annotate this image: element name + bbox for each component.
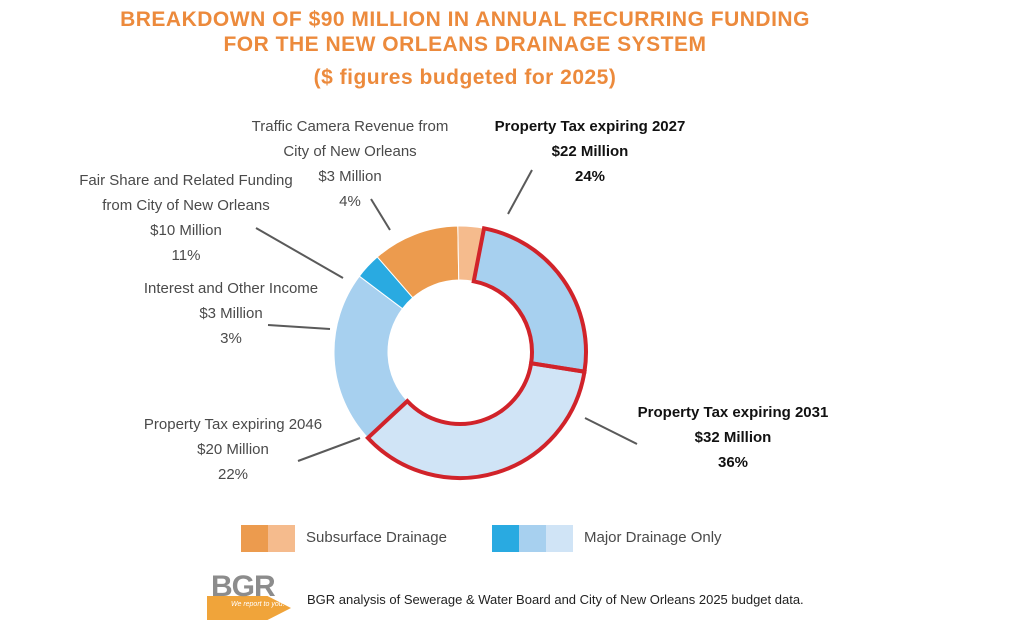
chart-title-line-1: BREAKDOWN OF $90 MILLION IN ANNUAL RECUR… xyxy=(120,8,810,31)
slice-label-property-tax-2046: Property Tax expiring 2046 $20 Million 2… xyxy=(123,412,343,487)
slice-percent: 22% xyxy=(217,466,249,483)
legend-swatch-major-3 xyxy=(546,525,573,552)
slice-amount: $22 Million xyxy=(551,143,629,160)
leader-line-property-tax-2027 xyxy=(507,169,533,215)
source-note: BGR analysis of Sewerage & Water Board a… xyxy=(307,592,804,607)
slice-amount: $3 Million xyxy=(199,305,263,322)
leader-line-property-tax-2031 xyxy=(584,417,638,445)
slice-percent: 11% xyxy=(171,247,201,264)
slice-name: Property Tax expiring 2027 xyxy=(494,118,686,135)
legend-label-subsurface: Subsurface Drainage xyxy=(306,529,447,546)
slice-name-line-2: from City of New Orleans xyxy=(102,197,270,214)
slice-property-tax-2027 xyxy=(473,227,587,373)
slice-label-traffic-camera: Traffic Camera Revenue from City of New … xyxy=(240,114,460,214)
slice-property-tax-2031-highlight-outline xyxy=(365,360,587,480)
slice-name-line-1: Fair Share and Related Funding xyxy=(79,172,293,189)
slice-amount: $20 Million xyxy=(197,441,269,458)
leader-line-traffic-camera xyxy=(370,198,391,231)
slice-name: Property Tax expiring 2031 xyxy=(637,404,829,421)
chart-title-line-2: FOR THE NEW ORLEANS DRAINAGE SYSTEM xyxy=(223,33,707,56)
leader-line-property-tax-2046 xyxy=(297,437,361,462)
slice-amount: $32 Million xyxy=(694,429,772,446)
slice-percent: 24% xyxy=(574,168,606,185)
leader-line-interest-income xyxy=(267,324,331,330)
leader-line-fair-share xyxy=(255,227,344,279)
slice-label-interest-income: Interest and Other Income $3 Million 3% xyxy=(121,276,341,351)
slice-name: Property Tax expiring 2046 xyxy=(143,416,323,433)
logo-text: BGR xyxy=(211,570,276,603)
bgr-logo: BGR We report to you. xyxy=(207,570,291,620)
chart-subtitle: ($ figures budgeted for 2025) xyxy=(313,66,617,89)
legend-swatch-subsurface-2 xyxy=(268,525,295,552)
slice-amount: $3 Million xyxy=(318,168,382,185)
slice-percent: 36% xyxy=(717,454,749,471)
slice-name-line-1: Traffic Camera Revenue from xyxy=(251,118,449,135)
slice-percent: 4% xyxy=(339,193,361,210)
logo-tagline: We report to you. xyxy=(231,601,285,608)
slice-name: Interest and Other Income xyxy=(143,280,319,297)
legend-label-major: Major Drainage Only xyxy=(584,529,722,546)
slice-label-property-tax-2027: Property Tax expiring 2027 $22 Million 2… xyxy=(470,114,710,189)
slice-property-tax-2027-highlight-outline xyxy=(471,225,588,374)
slice-amount: $10 Million xyxy=(150,222,222,239)
legend-swatch-major-1 xyxy=(492,525,519,552)
slice-percent: 3% xyxy=(220,330,242,347)
slice-name-line-2: City of New Orleans xyxy=(283,143,417,160)
slice-label-fair-share: Fair Share and Related Funding from City… xyxy=(66,168,306,268)
legend-swatch-subsurface-1 xyxy=(241,525,268,552)
legend-swatch-major-2 xyxy=(519,525,546,552)
slice-label-property-tax-2031: Property Tax expiring 2031 $32 Million 3… xyxy=(608,400,858,475)
